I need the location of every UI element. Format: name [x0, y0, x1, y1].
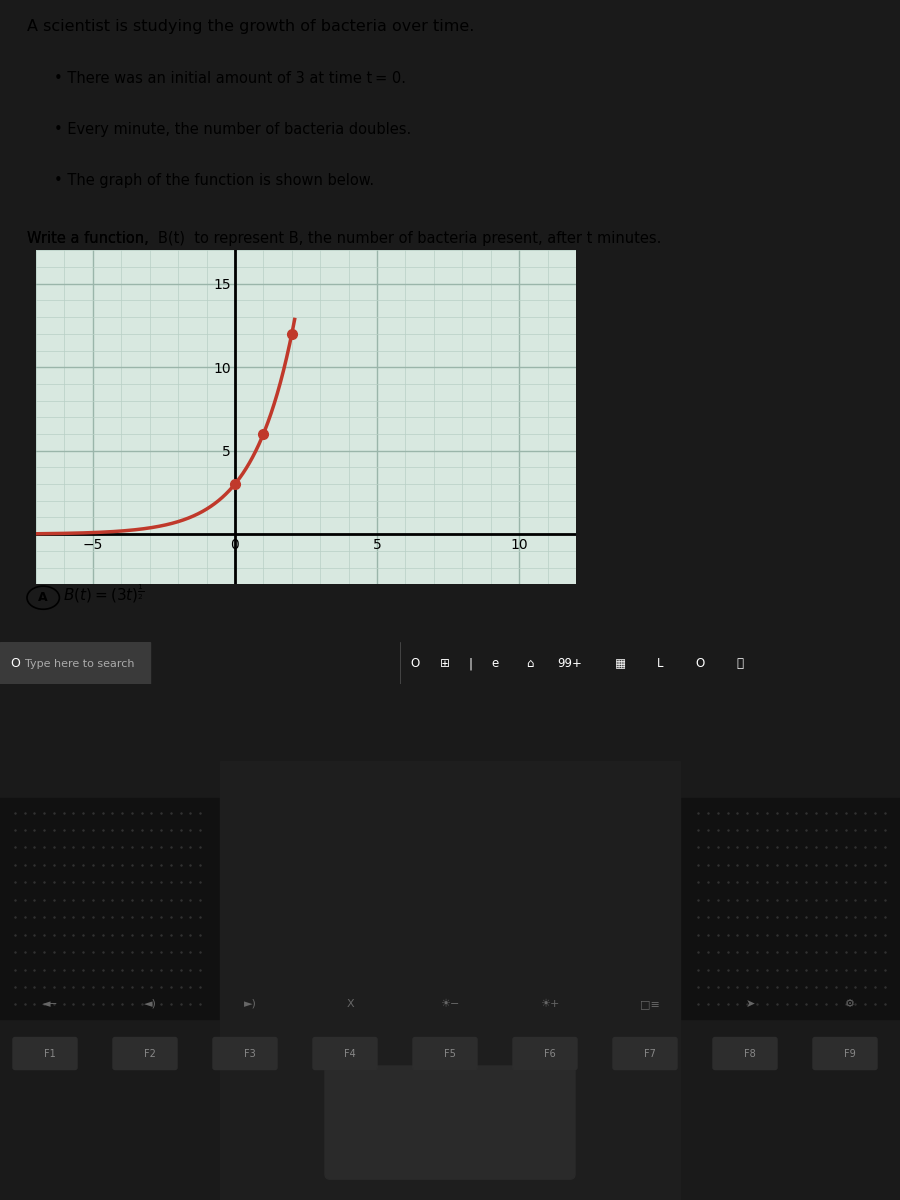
Text: Write a function,: Write a function, — [27, 232, 158, 246]
Text: • The graph of the function is shown below.: • The graph of the function is shown bel… — [54, 173, 374, 188]
FancyBboxPatch shape — [713, 1038, 777, 1069]
Text: ⚙: ⚙ — [845, 998, 855, 1009]
Text: ⌂: ⌂ — [526, 658, 534, 670]
Text: ➤: ➤ — [745, 998, 755, 1009]
Text: ⊞: ⊞ — [440, 658, 450, 670]
Text: 🛡: 🛡 — [736, 658, 743, 670]
Text: F7: F7 — [644, 1049, 656, 1058]
FancyBboxPatch shape — [113, 1038, 177, 1069]
Text: ☀+: ☀+ — [540, 998, 560, 1009]
Text: □≡: □≡ — [640, 998, 660, 1009]
FancyBboxPatch shape — [213, 1038, 277, 1069]
Text: • There was an initial amount of 3 at time t = 0.: • There was an initial amount of 3 at ti… — [54, 71, 406, 85]
FancyBboxPatch shape — [313, 1038, 377, 1069]
FancyBboxPatch shape — [513, 1038, 577, 1069]
Text: ☀−: ☀− — [440, 998, 460, 1009]
Bar — [220, 761, 680, 1200]
Text: $B(t) = (3t)^{\frac{1}{2}}$: $B(t) = (3t)^{\frac{1}{2}}$ — [63, 582, 145, 605]
Text: ◄): ◄) — [144, 998, 157, 1009]
Text: F3: F3 — [244, 1049, 256, 1058]
FancyBboxPatch shape — [813, 1038, 877, 1069]
FancyBboxPatch shape — [613, 1038, 677, 1069]
Text: F4: F4 — [344, 1049, 356, 1058]
Text: F8: F8 — [744, 1049, 756, 1058]
Text: L: L — [657, 658, 663, 670]
FancyBboxPatch shape — [325, 1066, 575, 1180]
Bar — [0, 642, 150, 684]
Text: O: O — [410, 658, 419, 670]
Text: F6: F6 — [544, 1049, 556, 1058]
Text: Write a function,  B(t)  to represent B, the number of bacteria present, after t: Write a function, B(t) to represent B, t… — [27, 232, 662, 246]
Text: ◄─: ◄─ — [42, 998, 58, 1009]
Text: F9: F9 — [844, 1049, 856, 1058]
Text: e: e — [491, 658, 499, 670]
Text: F5: F5 — [444, 1049, 456, 1058]
FancyBboxPatch shape — [413, 1038, 477, 1069]
Text: ►): ►) — [244, 998, 256, 1009]
Text: A: A — [39, 590, 48, 604]
Text: O: O — [696, 658, 705, 670]
Text: A scientist is studying the growth of bacteria over time.: A scientist is studying the growth of ba… — [27, 19, 474, 35]
Bar — [0, 798, 220, 1019]
Text: X: X — [346, 998, 354, 1009]
Bar — [680, 798, 900, 1019]
Text: • Every minute, the number of bacteria doubles.: • Every minute, the number of bacteria d… — [54, 122, 411, 137]
Text: O: O — [10, 658, 20, 670]
Text: 99+: 99+ — [558, 658, 582, 670]
Text: |: | — [468, 658, 472, 670]
Text: Type here to search: Type here to search — [25, 659, 134, 668]
Text: F1: F1 — [44, 1049, 56, 1058]
FancyBboxPatch shape — [13, 1038, 77, 1069]
Text: F2: F2 — [144, 1049, 156, 1058]
Text: ▦: ▦ — [615, 658, 626, 670]
